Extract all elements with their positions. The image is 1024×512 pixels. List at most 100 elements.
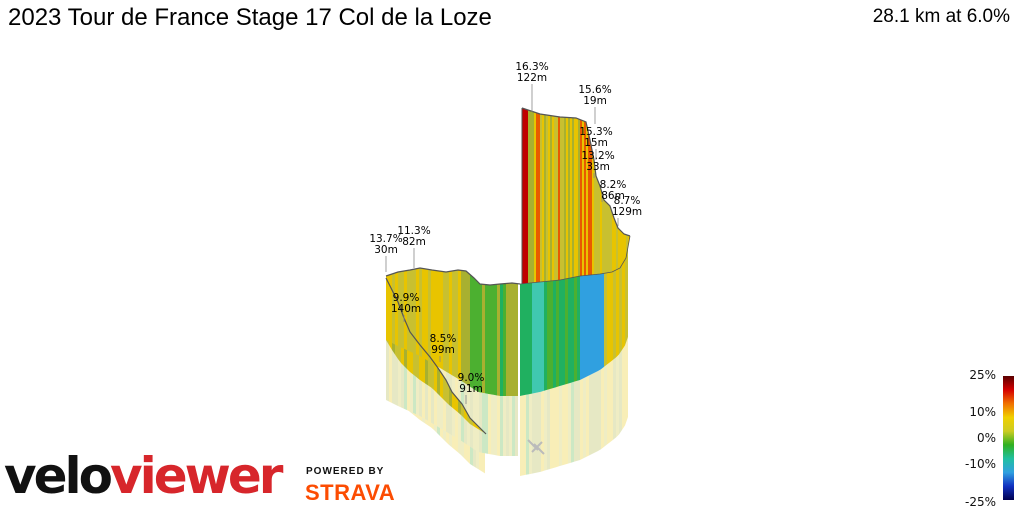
wall-strip	[458, 399, 461, 415]
reflection-strip	[622, 345, 625, 430]
annotation-length: 140m	[391, 303, 421, 315]
wall-strip	[422, 268, 425, 359]
annotation-grade: 8.5%	[430, 333, 457, 345]
wall-strip	[428, 269, 431, 363]
profile-reflection	[386, 337, 628, 476]
reflection-strip	[485, 393, 488, 454]
wall-strip	[467, 412, 470, 424]
reflection-strip	[389, 341, 392, 403]
reflection-strip	[488, 393, 491, 455]
wall-strip	[479, 283, 482, 393]
wall-strip	[612, 212, 614, 272]
reflection-strip	[568, 382, 571, 464]
reflection-strip	[529, 393, 532, 475]
wall-strip	[506, 283, 509, 396]
wall-strip	[443, 271, 446, 372]
reflection-strip	[431, 387, 434, 430]
wall-strip	[608, 204, 610, 273]
reflection-strip	[470, 386, 473, 449]
reflection-strip	[535, 392, 538, 473]
reflection-strip	[607, 362, 610, 445]
wall-strip	[532, 282, 535, 394]
reflection-strip	[538, 391, 541, 473]
wall-strip	[571, 277, 574, 383]
reflection-strip	[583, 377, 586, 459]
reflection-strip	[509, 396, 512, 456]
reflection-strip	[503, 396, 506, 456]
wall-strip	[401, 271, 404, 349]
wall-strip	[473, 421, 476, 428]
wall-strip	[574, 117, 576, 278]
wall-strip	[556, 280, 559, 388]
wall-strip	[500, 283, 503, 396]
wall-strip	[577, 276, 580, 381]
reflection-strip	[482, 431, 485, 474]
profile-edges	[385, 107, 631, 435]
wall-strip	[622, 259, 625, 350]
reflection-strip	[455, 409, 458, 453]
wall-strip	[560, 117, 562, 280]
wall-strip	[443, 375, 446, 402]
reflection-strip	[473, 425, 476, 468]
wall-strip	[488, 284, 491, 395]
wall-strip	[590, 140, 592, 275]
reflection-strip	[386, 340, 389, 402]
wall-strip	[559, 279, 562, 387]
wall-strip	[626, 234, 628, 258]
wall-strip	[386, 275, 389, 342]
reflection-strip	[586, 375, 589, 457]
wall-strip	[428, 354, 431, 388]
reflection-strip	[547, 389, 550, 470]
wall-strip	[574, 276, 577, 382]
reflection-strip	[598, 369, 601, 451]
wall-strip	[529, 282, 532, 395]
ridge-edge	[519, 235, 631, 285]
reflection-strip	[589, 374, 592, 456]
reflection-strip	[544, 389, 547, 471]
strava-logo: STRAVA	[305, 480, 396, 505]
reflection-strip	[470, 424, 473, 466]
wall-strip	[553, 280, 556, 389]
reflection-strip	[428, 385, 431, 428]
reflection-strip	[473, 388, 476, 451]
reflection-strip	[476, 390, 479, 453]
wall-strip	[473, 277, 476, 391]
reflection-strip	[520, 395, 523, 476]
reflection-strip	[482, 392, 485, 454]
wall-strip	[528, 110, 530, 284]
wall-strip	[470, 418, 473, 426]
reflection-strip	[452, 407, 455, 450]
wall-strip	[542, 114, 544, 282]
wall-strip	[410, 269, 413, 353]
climb-summary: 28.1 km at 6.0%	[872, 6, 1010, 27]
ridge-edge	[385, 267, 521, 286]
reflection-strip	[386, 340, 389, 385]
annotation-length: 15m	[584, 137, 608, 149]
reflection-strip	[467, 421, 470, 464]
reflection-strip	[491, 394, 494, 455]
wall-strip	[538, 113, 540, 283]
wall-strip	[589, 274, 592, 376]
reflection-strip	[476, 427, 479, 470]
reflection-strip	[434, 390, 437, 433]
wall-strip	[580, 119, 582, 276]
reflection-strip	[443, 399, 446, 442]
wall-strip	[503, 283, 506, 396]
legend-label: 10%	[969, 405, 996, 419]
reflection-strip	[619, 350, 622, 435]
north-arrow	[527, 439, 545, 455]
annotation-length: 19m	[583, 95, 607, 107]
reflection-strip	[422, 381, 425, 424]
reflection-strip	[577, 380, 580, 461]
wall-strip	[554, 116, 556, 281]
ridge-edge	[385, 277, 487, 435]
reflection-strip	[574, 380, 577, 462]
annotation-length: 122m	[517, 72, 547, 84]
reflection-strip	[425, 383, 428, 426]
wall-strip	[540, 114, 542, 282]
wall-strip	[619, 264, 622, 355]
wall-strip	[452, 270, 455, 377]
wall-strip	[556, 116, 558, 281]
